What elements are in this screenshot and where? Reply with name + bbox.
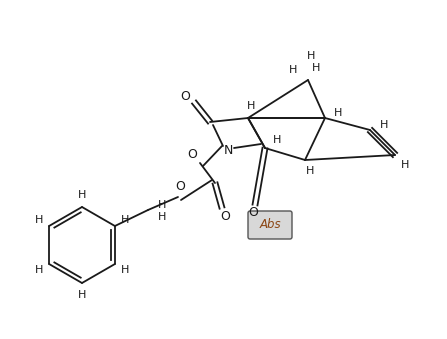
Text: H: H xyxy=(401,160,409,170)
Text: O: O xyxy=(248,206,258,219)
Text: H: H xyxy=(34,215,43,225)
Text: H: H xyxy=(78,290,86,300)
Text: H: H xyxy=(312,63,320,73)
Text: H: H xyxy=(121,265,130,275)
Text: H: H xyxy=(273,135,281,145)
Text: Abs: Abs xyxy=(259,219,281,232)
Text: H: H xyxy=(158,200,166,210)
Text: H: H xyxy=(334,108,342,118)
Text: O: O xyxy=(175,180,185,194)
Text: O: O xyxy=(220,211,230,223)
Text: O: O xyxy=(187,148,197,161)
Text: H: H xyxy=(78,190,86,200)
Text: H: H xyxy=(307,51,315,61)
Text: H: H xyxy=(158,212,166,222)
Text: H: H xyxy=(306,166,314,176)
FancyBboxPatch shape xyxy=(248,211,292,239)
Text: N: N xyxy=(224,143,233,157)
Text: H: H xyxy=(34,265,43,275)
Text: H: H xyxy=(121,215,130,225)
Text: H: H xyxy=(289,65,297,75)
Text: H: H xyxy=(247,101,255,111)
Text: O: O xyxy=(180,91,190,103)
Text: H: H xyxy=(380,120,388,130)
